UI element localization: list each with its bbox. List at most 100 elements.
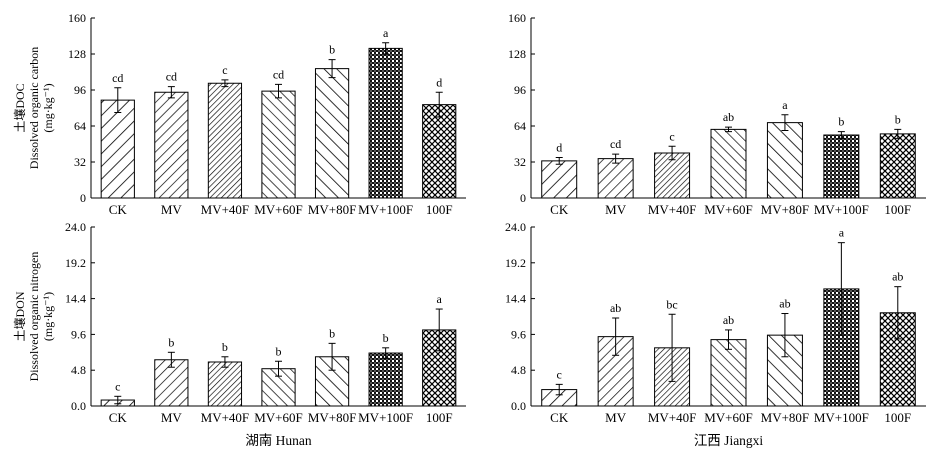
bar-MV+80F bbox=[314, 356, 350, 407]
x-category-label: MV+60F bbox=[254, 410, 303, 425]
y-tick-label: 0 bbox=[520, 191, 526, 205]
x-category-label: MV+100F bbox=[358, 410, 413, 425]
x-category-label: MV bbox=[161, 410, 183, 425]
bar-MV bbox=[597, 158, 634, 199]
significance-letter: b bbox=[838, 115, 844, 129]
y-tick-label: 9.6 bbox=[511, 327, 526, 341]
x-category-label: CK bbox=[550, 410, 569, 425]
significance-letter: ab bbox=[723, 110, 734, 124]
y-tick-label: 24.0 bbox=[505, 220, 526, 234]
y-tick-label: 9.6 bbox=[71, 327, 86, 341]
bar-100F bbox=[422, 104, 457, 199]
significance-letter: cd bbox=[273, 67, 284, 81]
significance-letter: b bbox=[383, 331, 389, 345]
x-category-label: MV+100F bbox=[814, 202, 869, 217]
bar-CK bbox=[541, 160, 578, 199]
significance-letter: c bbox=[222, 63, 227, 77]
y-tick-label: 160 bbox=[68, 11, 86, 25]
y-tick-label: 0.0 bbox=[71, 399, 86, 413]
chart-panel-top-right: 0 32 64 96 128 160 d CK cd MV c MV+40F ab MV+60F a MV+8… bbox=[508, 11, 926, 217]
x-category-label: MV+80F bbox=[761, 410, 810, 425]
x-category-label: MV+80F bbox=[308, 202, 357, 217]
significance-letter: b bbox=[168, 335, 174, 349]
significance-letter: a bbox=[782, 98, 788, 112]
chart-panel-bottom-left: 0.0 4.8 9.6 14.4 19.2 24.0 c CK b MV b MV+40F b MV+60… bbox=[12, 220, 466, 448]
y-tick-label: 4.8 bbox=[71, 363, 86, 377]
y-tick-label: 96 bbox=[514, 83, 526, 97]
chart-panel-bottom-right: 0.0 4.8 9.6 14.4 19.2 24.0 c CK ab MV bc MV+40F ab MV… bbox=[505, 220, 926, 448]
x-category-label: MV+100F bbox=[814, 410, 869, 425]
x-category-label: 100F bbox=[426, 202, 453, 217]
x-category-label: MV+80F bbox=[761, 202, 810, 217]
y-tick-label: 24.0 bbox=[65, 220, 86, 234]
x-category-label: CK bbox=[550, 202, 569, 217]
x-category-label: MV+60F bbox=[704, 410, 753, 425]
y-tick-label: 32 bbox=[74, 155, 86, 169]
x-category-label: MV+40F bbox=[201, 410, 250, 425]
y-tick-label: 64 bbox=[514, 119, 526, 133]
significance-letter: ab bbox=[779, 297, 790, 311]
y-axis-label: Dissolved organic carbon bbox=[27, 47, 41, 169]
region-label: 湖南 Hunan bbox=[245, 433, 312, 448]
bar-MV+100F bbox=[823, 134, 860, 199]
y-tick-label: 32 bbox=[514, 155, 526, 169]
bar-MV+80F bbox=[766, 334, 803, 407]
bar-100F bbox=[879, 133, 916, 199]
significance-letter: cd bbox=[610, 137, 621, 151]
significance-letter: b bbox=[895, 112, 901, 126]
y-tick-label: 96 bbox=[74, 83, 86, 97]
y-tick-label: 160 bbox=[508, 11, 526, 25]
x-category-label: 100F bbox=[884, 410, 911, 425]
x-category-label: MV bbox=[161, 202, 183, 217]
y-tick-label: 19.2 bbox=[65, 256, 86, 270]
x-category-label: MV bbox=[605, 202, 627, 217]
bar-CK bbox=[100, 99, 135, 199]
bar-MV+40F bbox=[207, 361, 243, 407]
bar-MV+80F bbox=[766, 122, 803, 199]
significance-letter: cd bbox=[112, 71, 123, 85]
x-category-label: CK bbox=[109, 410, 128, 425]
significance-letter: b bbox=[329, 326, 335, 340]
significance-letter: b bbox=[329, 43, 335, 57]
y-tick-label: 128 bbox=[68, 47, 86, 61]
y-tick-label: 0 bbox=[80, 191, 86, 205]
bar-MV bbox=[154, 91, 189, 199]
region-label: 江西 Jiangxi bbox=[694, 433, 764, 448]
significance-letter: ab bbox=[723, 313, 734, 327]
bar-MV+40F bbox=[207, 82, 243, 199]
x-category-label: MV+40F bbox=[648, 202, 697, 217]
significance-letter: ab bbox=[892, 270, 903, 284]
significance-letter: c bbox=[557, 367, 562, 381]
x-category-label: MV+60F bbox=[704, 202, 753, 217]
x-category-label: MV+100F bbox=[358, 202, 413, 217]
significance-letter: a bbox=[383, 26, 389, 40]
bar-MV+80F bbox=[314, 68, 350, 199]
significance-letter: a bbox=[839, 226, 845, 240]
y-tick-label: 14.4 bbox=[505, 292, 526, 306]
bar-MV+100F bbox=[368, 47, 403, 199]
significance-letter: a bbox=[437, 292, 443, 306]
y-tick-label: 4.8 bbox=[511, 363, 526, 377]
significance-letter: ab bbox=[610, 301, 621, 315]
y-axis-label: Dissolved organic nitrogen bbox=[27, 252, 41, 382]
y-axis-label: 土壤DON bbox=[12, 291, 27, 341]
x-category-label: MV+80F bbox=[308, 410, 357, 425]
x-category-label: MV+40F bbox=[648, 410, 697, 425]
y-axis-label: (mg·kg⁻¹) bbox=[41, 83, 55, 132]
bar-MV+60F bbox=[710, 339, 747, 407]
x-category-label: 100F bbox=[426, 410, 453, 425]
bar-MV+60F bbox=[261, 90, 296, 199]
y-tick-label: 64 bbox=[74, 119, 86, 133]
y-tick-label: 128 bbox=[508, 47, 526, 61]
x-category-label: MV+60F bbox=[254, 202, 303, 217]
y-axis-label: 土壤DOC bbox=[12, 83, 27, 132]
significance-letter: cd bbox=[166, 70, 177, 84]
y-axis-label: (mg·kg⁻¹) bbox=[41, 292, 55, 341]
x-category-label: 100F bbox=[884, 202, 911, 217]
significance-letter: bc bbox=[666, 297, 677, 311]
significance-letter: b bbox=[276, 344, 282, 358]
x-category-label: CK bbox=[109, 202, 128, 217]
significance-letter: c bbox=[669, 129, 674, 143]
y-tick-label: 0.0 bbox=[511, 399, 526, 413]
